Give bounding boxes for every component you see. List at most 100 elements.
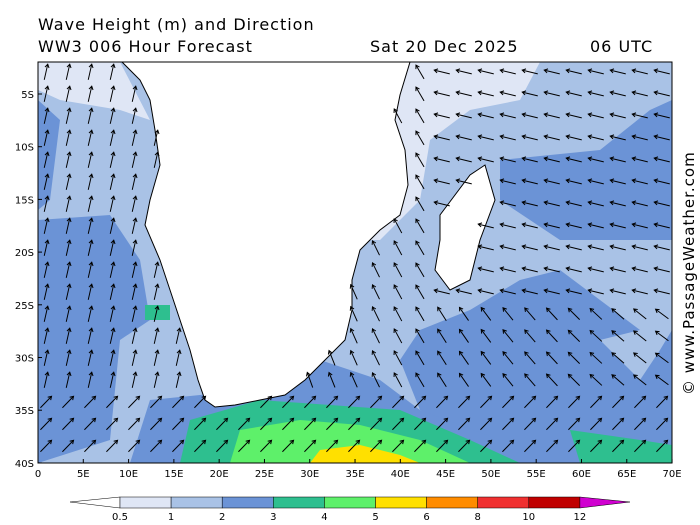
wave-arrow [499, 68, 516, 75]
wave-arrow [415, 196, 425, 212]
wave-arrow [109, 63, 116, 80]
wave-arrow [480, 306, 492, 321]
lon-label: 60E [572, 469, 591, 480]
wave-arrow [128, 395, 141, 409]
wave-arrow [499, 222, 516, 229]
wave-arrow [349, 283, 358, 300]
colorbar-segment [273, 496, 325, 509]
wave-arrow [521, 244, 538, 251]
lon-label: 20E [210, 469, 229, 480]
wave-arrow [609, 200, 626, 207]
wave-arrow [87, 85, 94, 102]
wave-arrow [415, 262, 425, 278]
wave-arrow [565, 288, 582, 295]
wave-arrow [609, 112, 626, 119]
wave-arrow [480, 417, 493, 431]
wave-arrow [175, 349, 182, 366]
wave-arrow [458, 372, 469, 387]
wave-arrow [150, 439, 163, 453]
wave-arrow [109, 151, 116, 168]
wave-arrow [109, 129, 116, 146]
wave-arrow [131, 173, 138, 190]
colorbar-segment [426, 496, 478, 509]
wave-arrow [393, 350, 403, 366]
wave-arrow [653, 244, 670, 251]
wave-arrow [631, 222, 648, 229]
wave-arrow [609, 222, 626, 229]
lat-label: 35S [15, 406, 34, 417]
wave-arrow [260, 395, 273, 409]
wave-arrow [546, 439, 559, 453]
wave-arrow [415, 86, 425, 102]
wave-arrow [109, 107, 116, 124]
wave-arrow [65, 173, 72, 190]
lon-label: 25E [255, 469, 274, 480]
wave-arrow [43, 371, 50, 388]
colorbar-label: 4 [321, 512, 327, 523]
wave-arrow [567, 329, 581, 343]
wave-arrow [131, 305, 138, 322]
wave-arrow [565, 112, 582, 119]
wave-arrow [414, 395, 427, 409]
wave-arrow [326, 439, 339, 453]
lon-label: 15E [164, 469, 183, 480]
wave-arrow [153, 129, 160, 146]
wave-arrow [84, 439, 97, 453]
model: WW3 006 Hour Forecast [38, 37, 253, 56]
wave-arrow [477, 134, 494, 141]
wave-arrow [545, 307, 558, 321]
wave-arrow [587, 266, 604, 273]
wave-arrow [62, 395, 75, 409]
wave-arrow [589, 351, 603, 364]
wave-arrow [565, 156, 582, 163]
wave-arrow [587, 90, 604, 97]
wave-arrow [609, 134, 626, 141]
wave-arrow [590, 395, 603, 409]
wave-arrow [546, 395, 559, 409]
wave-arrow [371, 239, 380, 256]
wave-arrow [282, 439, 295, 453]
wave-arrow [65, 261, 72, 278]
wave-arrow [587, 156, 604, 163]
wave-arrow [477, 68, 494, 75]
wave-arrow [654, 308, 669, 320]
wave-arrow [87, 63, 94, 80]
wave-arrow [653, 178, 670, 185]
wave-arrow [43, 239, 50, 256]
wave-arrow [502, 329, 514, 343]
wave-arrow [455, 112, 472, 119]
wave-arrow [306, 371, 314, 388]
wave-arrow [499, 178, 516, 185]
wave-arrow [524, 329, 536, 343]
wave-arrow [43, 283, 50, 300]
wave-arrow [455, 68, 472, 75]
wave-arrow [609, 178, 626, 185]
wave-arrow [238, 417, 251, 431]
wave-arrow [502, 307, 514, 321]
wave-arrow [153, 151, 160, 168]
wave-arrow [455, 90, 472, 97]
wave-arrow [109, 261, 116, 278]
wave-arrow [175, 327, 182, 344]
wave-arrow [131, 239, 138, 256]
wave-arrow [392, 395, 405, 409]
wave-arrow [433, 200, 450, 207]
wave-arrow [415, 130, 425, 146]
wave-arrow [131, 327, 138, 344]
wave-arrow [43, 151, 50, 168]
time: 06 UTC [590, 37, 653, 56]
wave-arrow [499, 266, 516, 273]
wave-arrow [65, 327, 72, 344]
wave-arrow [87, 217, 94, 234]
wave-arrow [543, 112, 560, 119]
wave-arrow [543, 244, 560, 251]
lon-label: 70E [663, 469, 682, 480]
wave-arrow [392, 417, 405, 431]
wave-arrow [543, 134, 560, 141]
wave-arrow [587, 134, 604, 141]
wave-arrow [499, 112, 516, 119]
wave-arrow [326, 395, 339, 409]
wave-arrow [109, 283, 116, 300]
wave-arrow [437, 372, 447, 388]
wave-arrow [43, 327, 50, 344]
